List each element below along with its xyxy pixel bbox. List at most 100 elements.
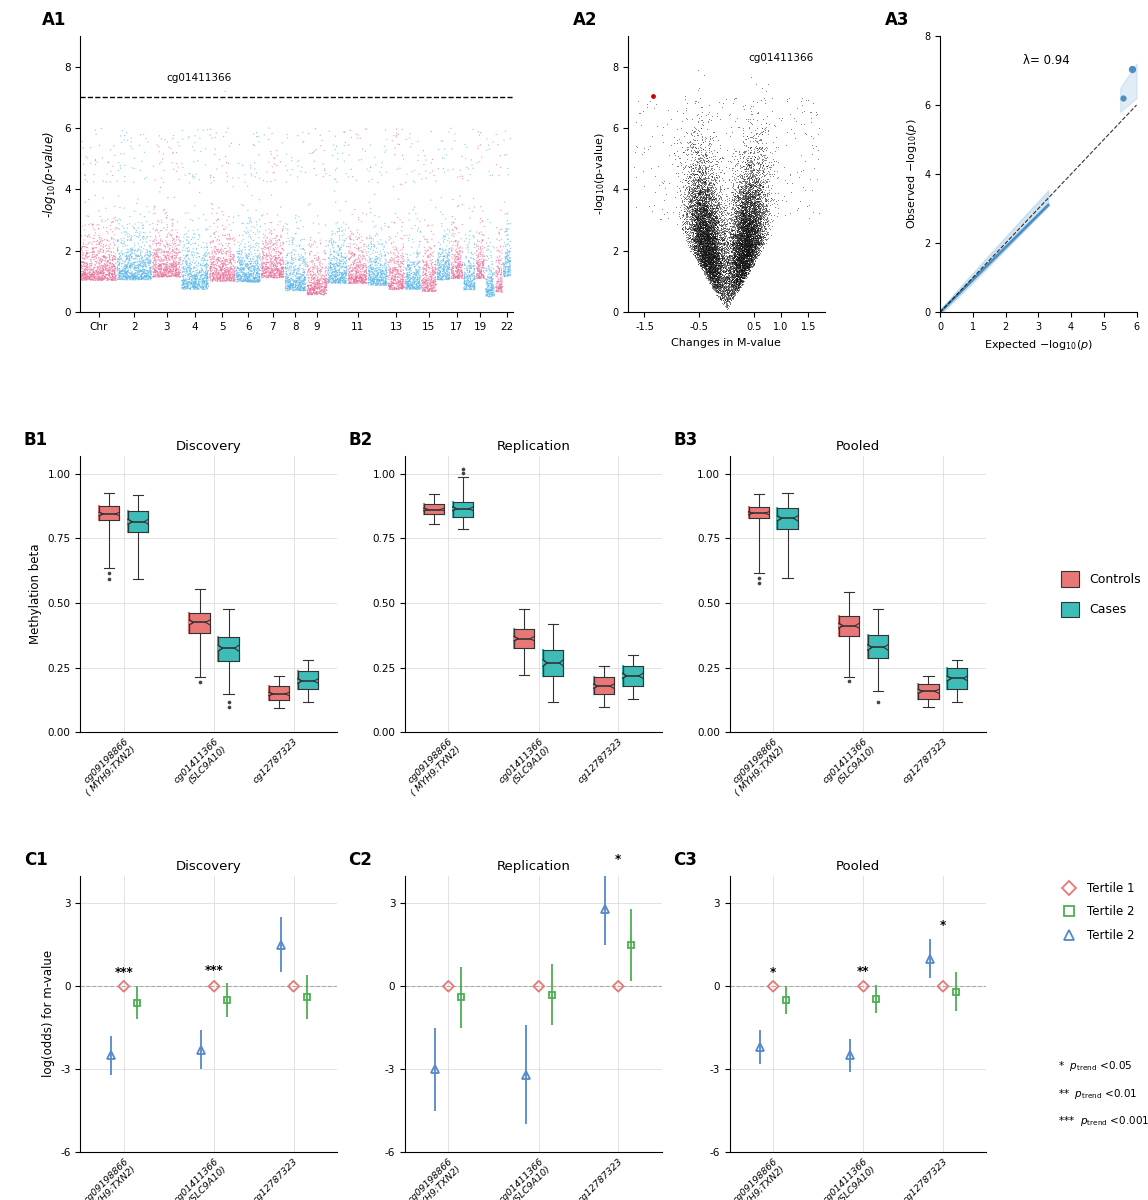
Point — [195, 238, 214, 257]
Point — [745, 233, 763, 252]
Point — [681, 197, 699, 216]
Point — [731, 259, 750, 278]
Point — [346, 268, 364, 287]
Point — [727, 248, 745, 268]
Point — [238, 254, 256, 274]
Point — [692, 241, 711, 260]
Point — [114, 264, 132, 283]
Point — [131, 260, 149, 280]
Point — [727, 275, 745, 294]
Point — [723, 220, 742, 239]
Point — [279, 272, 297, 292]
Point — [211, 256, 230, 275]
Point — [688, 209, 706, 228]
Point — [253, 206, 271, 226]
Point — [401, 124, 419, 143]
Point — [746, 193, 765, 212]
Point — [704, 202, 722, 221]
Point — [748, 205, 767, 224]
Point — [709, 250, 728, 269]
Point — [385, 274, 403, 293]
Point — [133, 265, 152, 284]
Point — [712, 151, 730, 170]
Point — [737, 264, 755, 283]
Point — [731, 212, 750, 232]
Point — [737, 211, 755, 230]
Point — [212, 262, 231, 281]
Point — [389, 265, 408, 284]
Point — [736, 240, 754, 259]
Point — [309, 274, 327, 293]
Point — [723, 268, 742, 287]
Point — [692, 209, 711, 228]
Point — [742, 214, 760, 233]
Point — [304, 252, 323, 271]
Point — [125, 254, 144, 274]
Point — [308, 275, 326, 294]
Point — [355, 265, 373, 284]
Point — [176, 271, 194, 290]
Point — [699, 226, 718, 245]
Point — [731, 212, 750, 232]
Point — [695, 65, 713, 84]
Point — [692, 209, 711, 228]
Point — [75, 248, 93, 268]
Point — [734, 197, 752, 216]
Point — [78, 260, 96, 280]
Point — [739, 232, 758, 251]
Point — [689, 181, 707, 200]
Point — [722, 235, 740, 254]
Point — [211, 268, 230, 287]
Point — [185, 268, 203, 287]
Point — [737, 109, 755, 128]
Point — [700, 263, 719, 282]
Point — [258, 258, 277, 277]
Point — [305, 151, 324, 170]
Point — [706, 235, 724, 254]
Point — [744, 224, 762, 244]
Point — [261, 220, 279, 239]
Point — [711, 283, 729, 302]
Point — [737, 179, 755, 198]
Point — [793, 103, 812, 122]
Point — [417, 275, 435, 294]
Point — [690, 167, 708, 186]
Point — [700, 212, 719, 232]
Point — [728, 242, 746, 262]
Point — [739, 198, 758, 217]
Point — [502, 128, 520, 148]
Point — [719, 286, 737, 305]
Point — [117, 259, 135, 278]
Point — [103, 257, 122, 276]
Point — [344, 271, 363, 290]
Point — [693, 223, 712, 242]
Point — [698, 256, 716, 275]
Point — [341, 247, 359, 266]
Point — [432, 235, 450, 254]
Point — [280, 274, 298, 293]
Point — [196, 266, 215, 286]
Point — [393, 278, 411, 298]
Point — [456, 277, 474, 296]
Point — [742, 218, 760, 238]
Point — [732, 238, 751, 257]
Point — [739, 235, 758, 254]
Point — [740, 158, 759, 178]
Point — [691, 256, 709, 275]
Point — [699, 248, 718, 268]
Point — [326, 272, 344, 292]
Point — [744, 197, 762, 216]
Point — [687, 194, 705, 214]
Point — [425, 242, 443, 262]
Point — [704, 268, 722, 287]
Point — [737, 212, 755, 232]
Point — [761, 164, 779, 184]
Point — [724, 259, 743, 278]
Point — [77, 268, 95, 287]
Point — [94, 264, 113, 283]
Point — [685, 240, 704, 259]
Point — [703, 204, 721, 223]
Point — [740, 110, 759, 130]
Point — [248, 265, 266, 284]
Point — [635, 142, 653, 161]
